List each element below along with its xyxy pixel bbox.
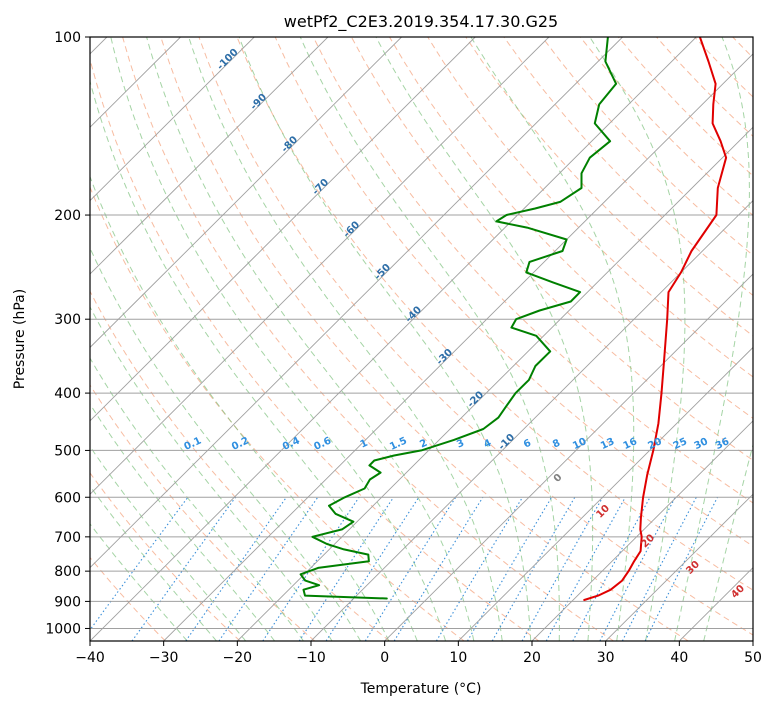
y-tick-label: 200 xyxy=(54,208,81,224)
x-tick-label: 0 xyxy=(380,650,389,666)
x-tick-label: 50 xyxy=(744,650,762,666)
y-axis-label: Pressure (hPa) xyxy=(12,289,28,389)
x-tick-label: −30 xyxy=(149,650,179,666)
y-tick-label: 400 xyxy=(54,386,81,402)
x-tick-label: 20 xyxy=(523,650,541,666)
y-tick-label: 500 xyxy=(54,443,81,459)
y-tick-label: 700 xyxy=(54,530,81,546)
y-tick-label: 300 xyxy=(54,312,81,328)
x-tick-label: −40 xyxy=(75,650,105,666)
y-tick-label: 800 xyxy=(54,564,81,580)
x-axis-label: Temperature (°C) xyxy=(360,681,482,697)
x-tick-label: 10 xyxy=(449,650,467,666)
chart-title: wetPf2_C2E3.2019.354.17.30.G25 xyxy=(284,12,558,32)
y-tick-label: 1000 xyxy=(45,621,81,637)
y-tick-label: 100 xyxy=(54,30,81,46)
x-tick-label: 30 xyxy=(597,650,615,666)
y-tick-label: 900 xyxy=(54,594,81,610)
x-tick-label: −10 xyxy=(296,650,326,666)
y-tick-label: 600 xyxy=(54,490,81,506)
x-tick-label: 40 xyxy=(670,650,688,666)
x-tick-label: −20 xyxy=(223,650,253,666)
